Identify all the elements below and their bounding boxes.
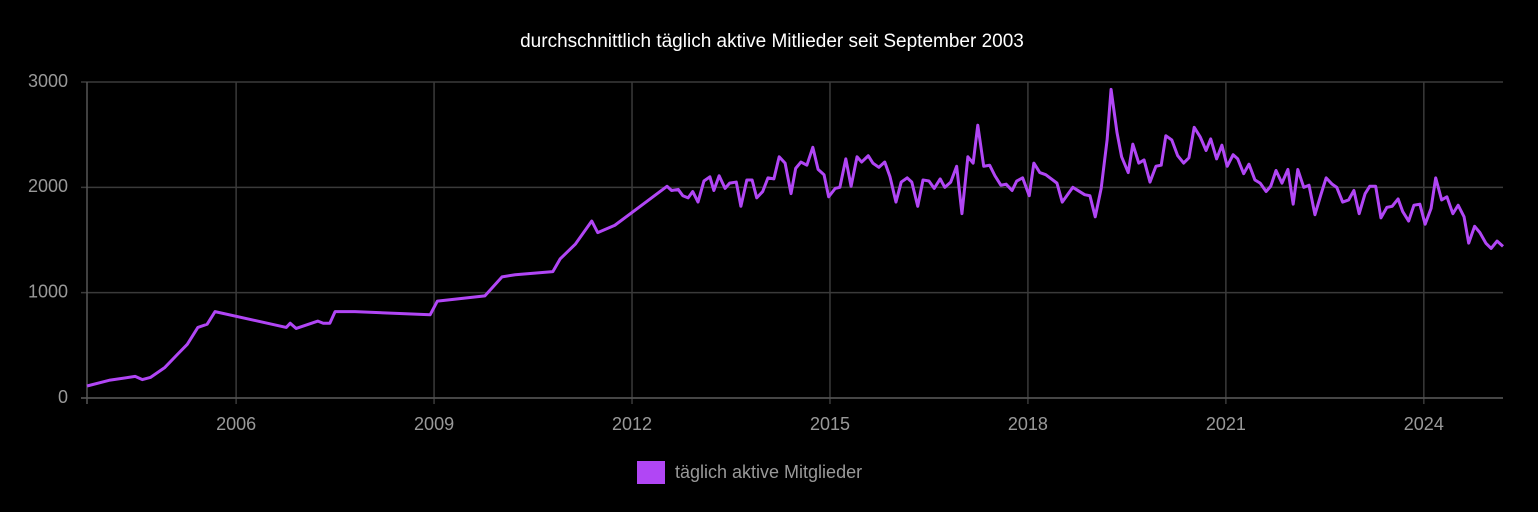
y-tick-label: 1000	[28, 281, 68, 301]
y-tick-label: 3000	[28, 71, 68, 91]
x-tick-label: 2015	[810, 414, 850, 434]
x-tick-label: 2006	[216, 414, 256, 434]
x-tick-label: 2009	[414, 414, 454, 434]
x-tick-label: 2012	[612, 414, 652, 434]
legend-label: täglich aktive Mitglieder	[675, 462, 862, 482]
legend-swatch	[637, 461, 665, 484]
chart-title: durchschnittlich täglich aktive Mitliede…	[520, 31, 1024, 52]
x-tick-label: 2018	[1008, 414, 1048, 434]
line	[86, 87, 1504, 388]
x-tick-label: 2021	[1206, 414, 1246, 434]
y-tick-label: 2000	[28, 176, 68, 196]
x-tick-label: 2024	[1404, 414, 1444, 434]
y-tick-label: 0	[58, 387, 68, 407]
